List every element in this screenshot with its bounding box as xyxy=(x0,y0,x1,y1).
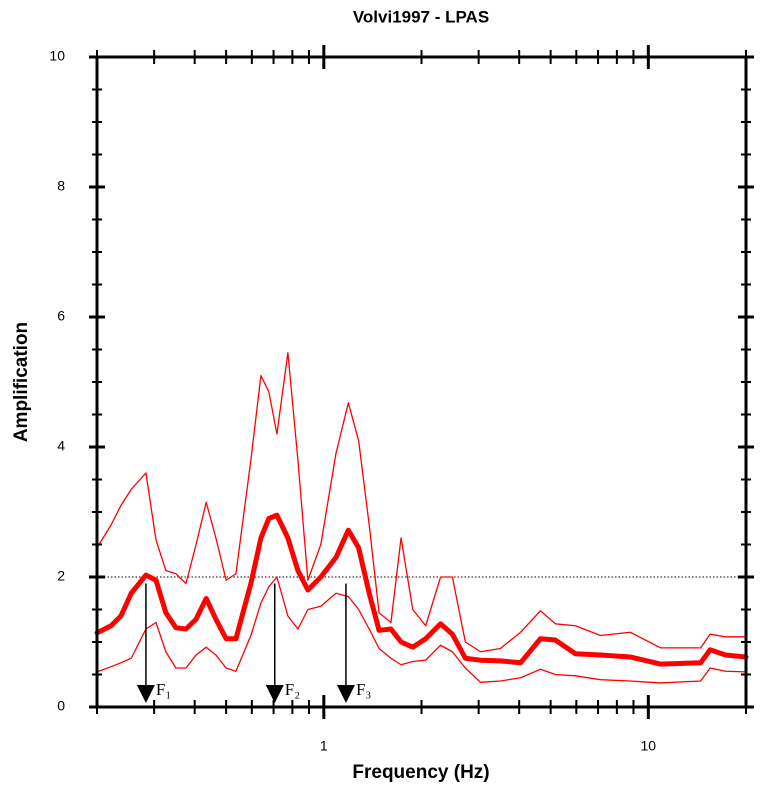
y-tick-label: 2 xyxy=(57,568,65,584)
data-line xyxy=(96,576,747,684)
arrow-label: F₁ xyxy=(156,680,171,699)
arrow-head xyxy=(265,685,284,703)
y-tick-label: 8 xyxy=(57,178,65,194)
y-tick-label: 0 xyxy=(57,698,65,714)
plot-frame xyxy=(95,55,748,709)
x-tick-label: 10 xyxy=(641,738,657,754)
y-tick-label: 4 xyxy=(57,438,65,454)
y-tick-label: 6 xyxy=(57,308,65,324)
data-line xyxy=(96,352,747,653)
data-line xyxy=(94,512,749,667)
arrow-head xyxy=(336,685,355,703)
arrow-label: F₃ xyxy=(356,680,371,699)
x-tick-label: 1 xyxy=(320,738,328,754)
x-axis-label: Frequency (Hz) xyxy=(352,762,489,783)
arrow-label: F₂ xyxy=(285,680,300,699)
y-tick-label: 10 xyxy=(49,48,65,64)
y-axis-label: Amplification xyxy=(11,322,32,442)
chart-title: Volvi1997 - LPAS xyxy=(353,7,489,26)
plot-area: F₁ F₂ F₃ 0 2 4 6 8 10 1 10 xyxy=(49,45,754,754)
arrow-head xyxy=(136,685,155,703)
